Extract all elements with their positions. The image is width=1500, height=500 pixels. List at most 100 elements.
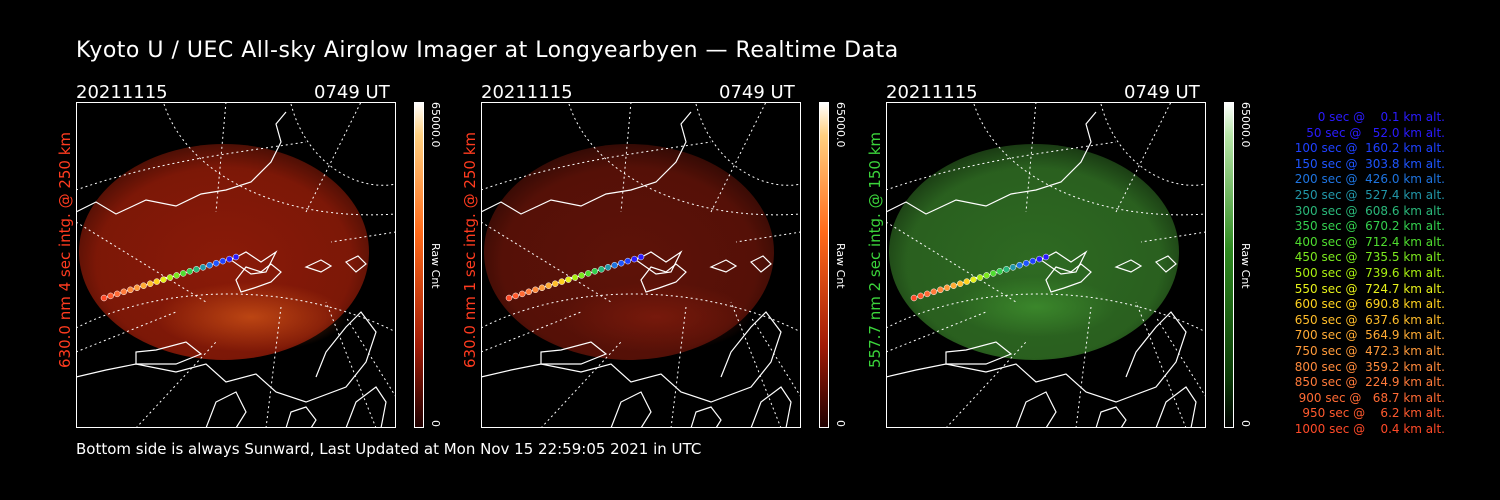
colorbar-min-label: 0 — [429, 420, 442, 427]
trajectory-point — [624, 257, 632, 265]
panel-wavelength-label: 630.0 nm 1 sec intg. @ 250 km — [461, 131, 479, 368]
trajectory-point — [1022, 259, 1030, 267]
trajectory-point — [146, 280, 154, 287]
trajectory-point — [950, 282, 957, 289]
trajectory-point — [193, 266, 200, 273]
colorbar-max-label: 65000.0 — [834, 102, 847, 148]
trajectory-point — [1042, 253, 1050, 261]
trajectory-point — [160, 276, 167, 283]
legend-row: 150 sec @ 303.8 km alt. — [1294, 156, 1445, 171]
trajectory-point — [133, 284, 141, 292]
trajectory-point — [551, 280, 559, 287]
trajectory-point — [219, 257, 227, 265]
trajectory-point — [558, 278, 566, 285]
legend-row: 350 sec @ 670.2 km alt. — [1294, 219, 1445, 234]
trajectory-point — [989, 270, 997, 277]
colorbar-unit-label: Raw Cnt — [1239, 243, 1252, 289]
trajectory-legend: 0 sec @ 0.1 km alt. 50 sec @ 52.0 km alt.… — [1255, 110, 1445, 437]
trajectory-point — [956, 280, 964, 287]
legend-row: 850 sec @ 224.9 km alt. — [1294, 375, 1445, 390]
panel-date: 20211115 — [886, 82, 978, 103]
trajectory-point — [963, 278, 971, 285]
trajectory-point — [917, 292, 924, 300]
legend-row: 450 sec @ 735.5 km alt. — [1294, 250, 1445, 265]
aurora-bright-band — [156, 282, 346, 352]
trajectory-point — [179, 270, 187, 277]
allsky-image-map — [886, 102, 1206, 428]
trajectory-point — [930, 288, 938, 296]
trajectory-point — [113, 290, 121, 298]
trajectory-point — [538, 284, 546, 292]
colorbar — [819, 102, 829, 428]
trajectory-point — [976, 274, 984, 281]
map-frame — [481, 102, 801, 428]
trajectory-point — [100, 294, 108, 302]
colorbar-max-label: 65000.0 — [429, 102, 442, 148]
legend-row: 500 sec @ 739.6 km alt. — [1294, 265, 1445, 280]
trajectory-point — [598, 266, 605, 273]
trajectory-point — [199, 264, 207, 271]
trajectory-point — [631, 255, 638, 263]
legend-row: 900 sec @ 68.7 km alt. — [1298, 390, 1445, 405]
trajectory-point — [604, 264, 612, 271]
legend-row: 550 sec @ 724.7 km alt. — [1294, 281, 1445, 296]
trajectory-point — [1016, 261, 1023, 269]
legend-row: 0 sec @ 0.1 km alt. — [1317, 110, 1445, 124]
aurora-bright-band — [956, 277, 1116, 337]
coastline — [76, 111, 387, 428]
trajectory-point — [1036, 255, 1043, 263]
trajectory-point — [545, 282, 552, 289]
trajectory-point — [505, 294, 513, 302]
colorbar-min-label: 0 — [1239, 420, 1252, 427]
map-frame — [76, 102, 396, 428]
trajectory-point — [571, 274, 579, 281]
trajectory-point — [173, 272, 180, 279]
lat-lon-grid — [886, 102, 1206, 428]
colorbar-unit-label: Raw Cnt — [429, 243, 442, 289]
trajectory-point — [578, 272, 585, 279]
trajectory-point — [996, 268, 1004, 275]
trajectory-point — [617, 259, 625, 267]
legend-row: 950 sec @ 6.2 km alt. — [1302, 406, 1445, 421]
legend-row: 300 sec @ 608.6 km alt. — [1294, 203, 1445, 218]
trajectory-track — [100, 253, 240, 302]
trajectory-point — [206, 261, 213, 269]
legend-row: 750 sec @ 472.3 km alt. — [1294, 343, 1445, 358]
trajectory-point — [518, 290, 526, 298]
trajectory-point — [120, 288, 128, 296]
trajectory-point — [232, 253, 240, 261]
trajectory-point — [153, 278, 161, 285]
trajectory-point — [637, 253, 645, 261]
trajectory-point — [127, 286, 134, 294]
trajectory-point — [611, 261, 618, 269]
trajectory-point — [1009, 264, 1017, 271]
trajectory-point — [166, 274, 174, 281]
map-frame — [886, 102, 1206, 428]
aurora-bright-band — [561, 282, 751, 352]
legend-row: 800 sec @ 359.2 km alt. — [1294, 359, 1445, 374]
colorbar-max-label: 65000.0 — [1239, 102, 1252, 148]
trajectory-point — [532, 286, 539, 294]
trajectory-point — [107, 292, 114, 300]
lat-lon-grid — [76, 102, 396, 428]
coastline — [886, 111, 1197, 428]
page-title: Kyoto U / UEC All-sky Airglow Imager at … — [76, 38, 899, 63]
trajectory-point — [591, 268, 599, 275]
trajectory-point — [186, 268, 194, 275]
panel-time: 0749 UT — [719, 82, 795, 103]
trajectory-point — [970, 276, 977, 283]
trajectory-point — [983, 272, 990, 279]
legend-row: 700 sec @ 564.9 km alt. — [1294, 328, 1445, 343]
trajectory-point — [512, 292, 519, 300]
trajectory-point — [943, 284, 951, 292]
legend-row: 250 sec @ 527.4 km alt. — [1294, 187, 1445, 202]
legend-row: 400 sec @ 712.4 km alt. — [1294, 234, 1445, 249]
colorbar-min-label: 0 — [834, 420, 847, 427]
trajectory-point — [1029, 257, 1037, 265]
panel-time: 0749 UT — [1124, 82, 1200, 103]
allsky-image-map — [76, 102, 396, 428]
lat-lon-grid — [481, 102, 801, 428]
trajectory-point — [923, 290, 931, 298]
legend-row: 200 sec @ 426.0 km alt. — [1294, 172, 1445, 187]
legend-row: 100 sec @ 160.2 km alt. — [1294, 141, 1445, 156]
